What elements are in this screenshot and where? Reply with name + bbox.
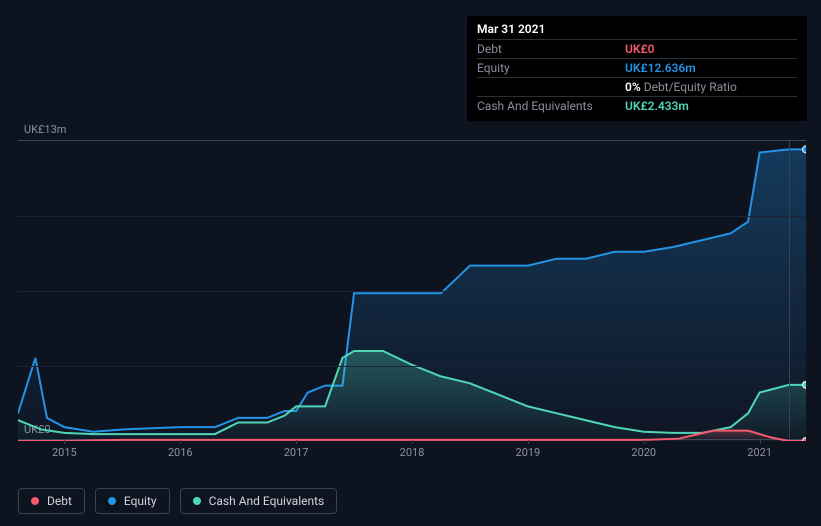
legend-dot-icon bbox=[193, 497, 201, 505]
x-tick-mark bbox=[64, 440, 65, 444]
legend-dot-icon bbox=[108, 497, 116, 505]
x-tick-mark bbox=[296, 440, 297, 444]
gridline bbox=[18, 366, 806, 367]
tooltip-row-value: 0% Debt/Equity Ratio bbox=[625, 80, 737, 94]
x-tick-label: 2019 bbox=[516, 446, 541, 459]
legend-label: Cash And Equivalents bbox=[209, 494, 325, 508]
highlight-vline bbox=[789, 141, 790, 439]
tooltip-row: Equity UK£12.636m bbox=[477, 58, 797, 77]
gridline bbox=[18, 291, 806, 292]
x-axis: 2015 2016 2017 2018 2019 2020 2021 bbox=[18, 440, 806, 460]
x-tick-mark bbox=[412, 440, 413, 444]
tooltip-row-label: Cash And Equivalents bbox=[477, 99, 607, 113]
legend-item-debt[interactable]: Debt bbox=[18, 488, 85, 514]
x-tick-mark bbox=[644, 440, 645, 444]
y-axis-top-label: UK£13m bbox=[24, 123, 66, 136]
tooltip-row-value: UK£2.433m bbox=[625, 99, 689, 113]
x-tick-label: 2021 bbox=[747, 446, 772, 459]
legend-dot-icon bbox=[31, 497, 39, 505]
x-tick-label: 2016 bbox=[168, 446, 193, 459]
tooltip-date: Mar 31 2021 bbox=[477, 22, 797, 39]
tooltip-row-value: UK£12.636m bbox=[625, 61, 696, 75]
x-tick-mark bbox=[528, 440, 529, 444]
chart-tooltip: Mar 31 2021 Debt UK£0 Equity UK£12.636m 0% D… bbox=[467, 16, 807, 121]
legend-item-cash[interactable]: Cash And Equivalents bbox=[180, 488, 338, 514]
legend-item-equity[interactable]: Equity bbox=[95, 488, 170, 514]
x-tick-label: 2015 bbox=[52, 446, 77, 459]
tooltip-row-label bbox=[477, 80, 607, 94]
tooltip-row: Cash And Equivalents UK£2.433m bbox=[477, 96, 797, 115]
tooltip-row: Debt UK£0 bbox=[477, 39, 797, 58]
x-tick-label: 2020 bbox=[631, 446, 656, 459]
x-tick-label: 2017 bbox=[284, 446, 309, 459]
tooltip-row-value: UK£0 bbox=[625, 42, 654, 56]
series-end-dot-equity bbox=[803, 146, 807, 153]
tooltip-row: 0% Debt/Equity Ratio bbox=[477, 77, 797, 96]
financials-history-chart: UK£13m UK£0 2015 2016 2017 2018 2019 2020 2021… bbox=[0, 0, 821, 526]
tooltip-row-label: Equity bbox=[477, 61, 607, 75]
series-end-dot-cash bbox=[803, 381, 807, 388]
tooltip-row-label: Debt bbox=[477, 42, 607, 56]
plot-area[interactable] bbox=[18, 140, 806, 440]
chart-legend: Debt Equity Cash And Equivalents bbox=[18, 488, 337, 514]
x-tick-label: 2018 bbox=[400, 446, 425, 459]
legend-label: Debt bbox=[47, 494, 72, 508]
x-tick-mark bbox=[760, 440, 761, 444]
gridline bbox=[18, 216, 806, 217]
legend-label: Equity bbox=[124, 494, 157, 508]
x-tick-mark bbox=[180, 440, 181, 444]
